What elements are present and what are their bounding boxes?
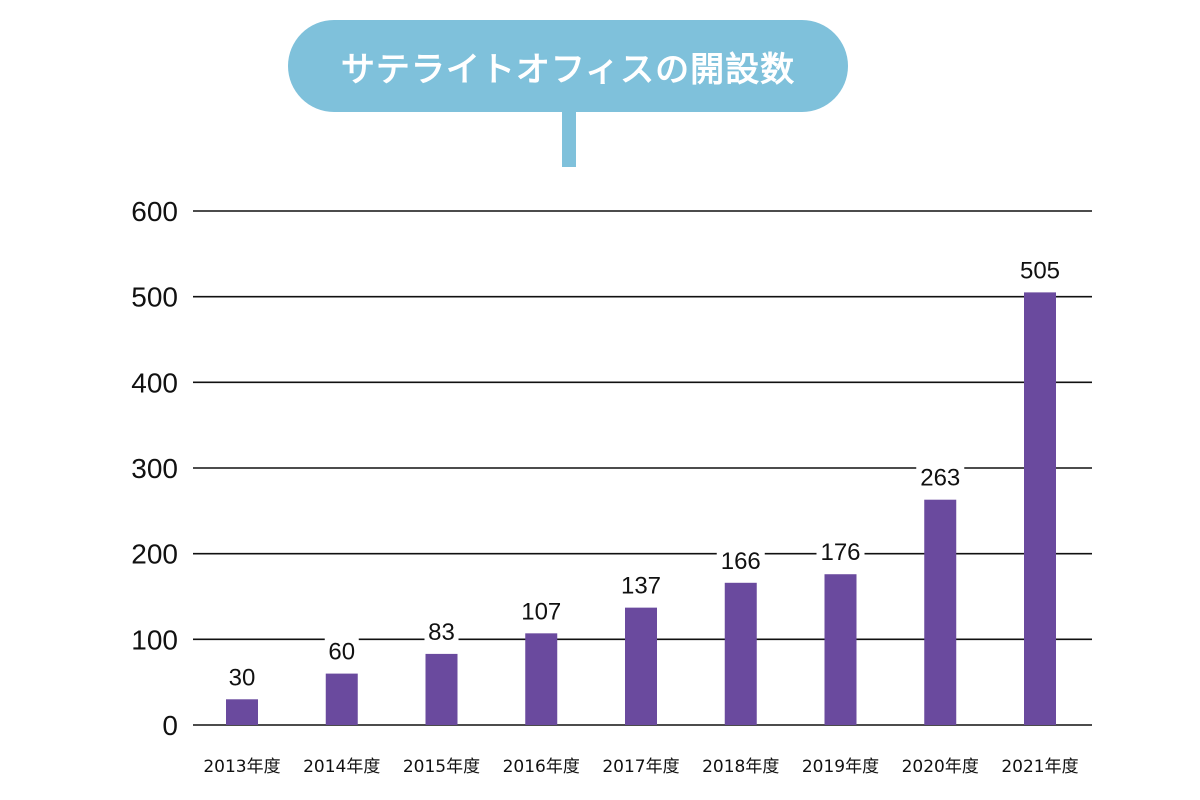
x-tick-label-2017年度: 2017年度 — [602, 757, 679, 777]
value-label-2017年度: 137 — [621, 573, 661, 600]
x-tick-label-2020年度: 2020年度 — [902, 757, 979, 777]
title-callout-stem — [562, 112, 576, 167]
y-tick-label-100: 100 — [131, 624, 178, 655]
x-tick-label-2013年度: 2013年度 — [203, 757, 280, 777]
x-tick-label-2014年度: 2014年度 — [303, 757, 380, 777]
x-tick-label-2019年度: 2019年度 — [802, 757, 879, 777]
value-label-bg-2021年度 — [1016, 256, 1064, 283]
value-label-bg-2014年度 — [324, 637, 359, 664]
y-tick-label-200: 200 — [131, 539, 178, 570]
x-tick-label-2015年度: 2015年度 — [403, 757, 480, 777]
value-label-bg-2016年度 — [517, 597, 566, 624]
y-tick-label-0: 0 — [162, 710, 178, 741]
value-label-2021年度: 505 — [1020, 257, 1060, 284]
value-label-2014年度: 60 — [328, 639, 355, 666]
x-tick-label-2021年度: 2021年度 — [1001, 757, 1078, 777]
x-tick-label-2016年度: 2016年度 — [503, 757, 580, 777]
y-tick-label-400: 400 — [131, 367, 178, 398]
bar-2016年度 — [525, 633, 558, 725]
value-label-bg-2019年度 — [816, 538, 865, 565]
value-label-2019年度: 176 — [820, 539, 860, 566]
bar-2019年度 — [824, 574, 857, 725]
value-label-2013年度: 30 — [229, 664, 256, 691]
bar-2021年度 — [1024, 292, 1056, 725]
value-label-2018年度: 166 — [721, 548, 761, 575]
x-tick-label-2018年度: 2018年度 — [702, 757, 779, 777]
value-label-bg-2017年度 — [617, 571, 665, 598]
y-tick-label-300: 300 — [131, 453, 178, 484]
bar-2020年度 — [924, 499, 957, 725]
bar-2015年度 — [425, 653, 458, 725]
chart-title: サテライトオフィスの開設数 — [288, 20, 848, 112]
bar-2014年度 — [325, 673, 358, 725]
value-label-bg-2018年度 — [716, 546, 765, 573]
value-label-bg-2020年度 — [916, 463, 965, 490]
y-tick-label-500: 500 — [131, 282, 178, 313]
value-label-2015年度: 83 — [428, 619, 455, 646]
bar-2013年度 — [226, 699, 258, 725]
value-label-bg-2015年度 — [424, 617, 459, 644]
bar-2018年度 — [724, 582, 757, 725]
value-label-2020年度: 263 — [920, 465, 960, 492]
y-tick-label-600: 600 — [131, 196, 178, 227]
bar-2017年度 — [625, 607, 657, 725]
value-label-bg-2013年度 — [225, 663, 259, 690]
value-label-2016年度: 107 — [521, 598, 561, 625]
